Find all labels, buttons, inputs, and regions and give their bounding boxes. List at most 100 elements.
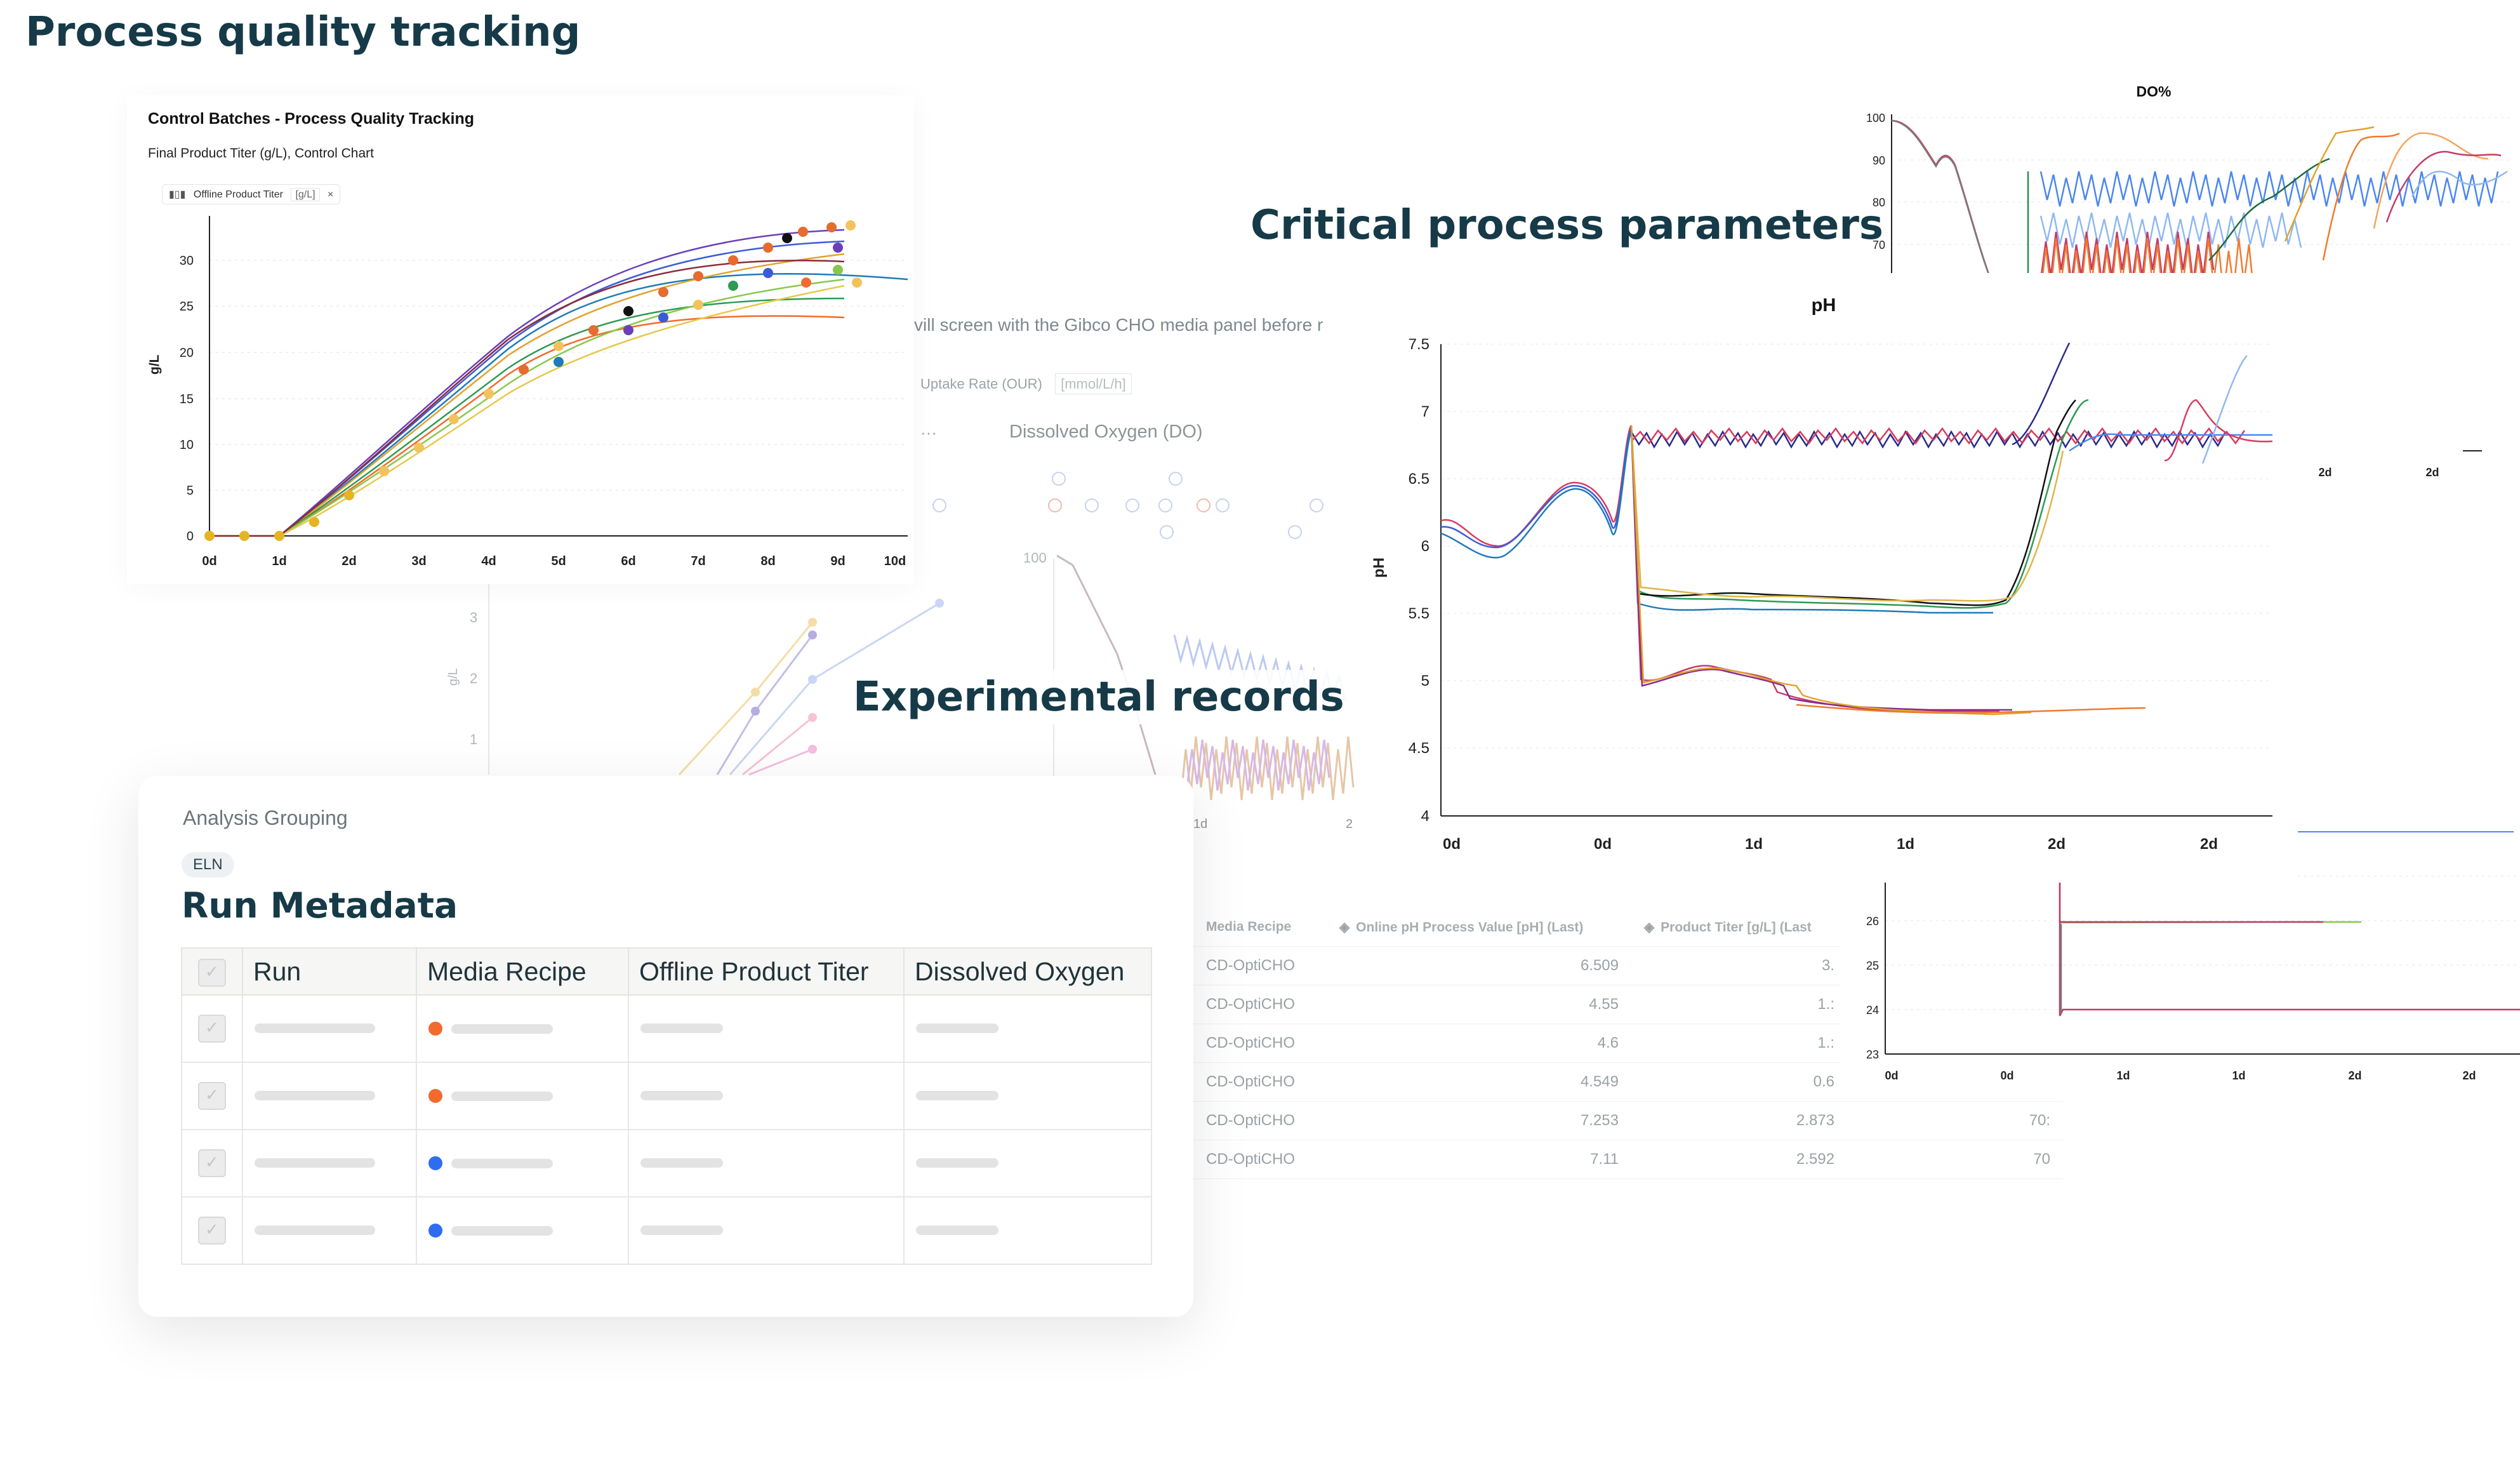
temp-xtick: 0d	[2000, 1069, 2013, 1082]
do-ytick: 70	[1873, 239, 1885, 251]
table-row[interactable]: CD-OptiCHO 7.11 2.592 70	[1193, 1140, 2063, 1179]
xtick: 0d	[202, 554, 216, 568]
do-xtick: 2	[1346, 817, 1353, 831]
column-header-dissolved-oxygen[interactable]: Dissolved Oxygen	[903, 947, 1152, 996]
do-ytick: 90	[1873, 154, 1885, 167]
ph-ytick: 4	[1421, 808, 1429, 825]
temp-xtick: 2d	[2348, 1069, 2361, 1082]
column-header-media[interactable]: Media Recipe	[1193, 908, 1327, 947]
run-metadata-title: Run Metadata	[182, 885, 458, 926]
temp-xtick: 0d	[1885, 1069, 1898, 1082]
row-checkbox[interactable]	[198, 1082, 226, 1110]
layers-icon: ◈	[1644, 919, 1655, 935]
background-panel: vill screen with the Gibco CHO media pan…	[914, 235, 1358, 844]
metric-tag[interactable]: ▮▯▮ Offline Product Titer [g/L] ×	[162, 184, 341, 204]
ph-ytick: 7	[1421, 403, 1429, 420]
do-xtick: 1d	[1193, 817, 1207, 831]
ph-xtick: 0d	[1594, 836, 1612, 853]
ph-ytick: 7.5	[1409, 336, 1429, 353]
eln-badge: ELN	[182, 852, 234, 878]
xtick: 5d	[551, 554, 566, 568]
ytick: 0	[187, 530, 194, 544]
column-header-run[interactable]: Run	[242, 947, 417, 996]
ytick: 30	[180, 254, 194, 268]
ytick: 25	[180, 300, 194, 314]
row-checkbox[interactable]	[198, 1149, 226, 1177]
ytick: 10	[180, 438, 194, 452]
ph-ytick: 6	[1421, 538, 1429, 555]
temp-ytick: 23	[1866, 1048, 1879, 1061]
xtick: 8d	[760, 554, 775, 568]
xtick: 9d	[830, 554, 845, 568]
column-header-titer[interactable]: ◈ Product Titer [g/L] (Last	[1631, 908, 1847, 947]
xtick: 3d	[411, 554, 426, 568]
bar-chart-icon: ▮▯▮	[169, 189, 186, 200]
table-row[interactable]	[181, 994, 1152, 1063]
xtick: 10d	[884, 554, 906, 568]
ph-xtick: 2d	[2048, 836, 2066, 853]
x-ticks: 0d 1d 2d 3d 4d 5d 6d 7d 8d 9d 10d	[202, 554, 906, 568]
temp-ytick: 26	[1866, 915, 1879, 928]
analysis-grouping-label: Analysis Grouping	[183, 806, 348, 829]
background-table: Media Recipe ◈ Online pH Process Value [p…	[1193, 908, 2095, 1179]
do-panel-title: Dissolved Oxygen (DO)	[1009, 422, 1203, 442]
experimental-records-heading: Experimental records	[838, 670, 1360, 724]
ph-ylabel: pH	[1370, 557, 1388, 578]
temp-ytick: 25	[1866, 959, 1879, 972]
column-header-offline-titer[interactable]: Offline Product Titer	[628, 947, 905, 996]
titer-points	[204, 220, 862, 541]
ph-chart-title: pH	[1812, 295, 1836, 316]
ph-xtick: 1d	[1745, 836, 1763, 853]
small-ytick: 2	[470, 671, 477, 686]
ph-xtick: 0d	[1443, 836, 1461, 853]
do-ytick: 100	[1866, 112, 1885, 124]
table-row[interactable]	[181, 1129, 1152, 1198]
ph-ytick: 6.5	[1409, 471, 1429, 488]
ph-xtick: 1d	[1897, 836, 1914, 853]
xtick: 6d	[621, 554, 635, 568]
temp-ytick: 24	[1866, 1004, 1879, 1017]
xtick: 7d	[691, 554, 705, 568]
row-checkbox[interactable]	[198, 1217, 226, 1245]
do-xtick: 2d	[2425, 466, 2439, 479]
table-row[interactable]: CD-OptiCHO 7.253 2.873 70:	[1193, 1101, 2063, 1140]
xtick: 4d	[481, 554, 496, 568]
ph-ytick: 4.5	[1409, 740, 1429, 757]
titer-control-chart: 0 5 10 15 20 25 30 g/L 0d 1d 2d 3d 4d 5d…	[147, 216, 908, 568]
ph-chart: pH 4 4.5 5 5.5 6 6.5 7 7.5 pH 0d 0d 1d 1…	[1358, 273, 2298, 883]
do-ytick: 80	[1873, 196, 1885, 209]
xtick: 1d	[272, 554, 286, 568]
status-dot	[428, 1224, 442, 1238]
y-ticks: 0 5 10 15 20 25 30	[180, 254, 194, 544]
layers-icon: ◈	[1339, 919, 1350, 935]
select-all-checkbox[interactable]	[198, 959, 226, 987]
do-ytick: 100	[1023, 550, 1047, 566]
status-dot	[428, 1156, 442, 1170]
ph-ytick: 5	[1421, 672, 1429, 690]
control-chart-subtitle: Final Product Titer (g/L), Control Chart	[148, 146, 374, 161]
run-metadata-table: Run Media Recipe Offline Product Titer D…	[181, 947, 1152, 1265]
uptake-rate-label: Uptake Rate (OUR) [mmol/L/h]	[920, 373, 1132, 394]
process-quality-heading: Process quality tracking	[25, 9, 581, 56]
status-dot	[428, 1089, 442, 1103]
ph-xtick: 2d	[2200, 836, 2218, 853]
temp-xtick: 2d	[2462, 1069, 2476, 1082]
ytick: 15	[180, 392, 194, 406]
do-chart-title: DO%	[2137, 83, 2172, 100]
xtick: 2d	[342, 554, 356, 568]
small-ytick: 1	[470, 731, 477, 747]
table-row[interactable]	[181, 1062, 1152, 1130]
small-ylabel: g/L	[446, 668, 460, 686]
row-checkbox[interactable]	[198, 1015, 226, 1043]
small-ytick: 3	[470, 610, 477, 625]
column-header-ph[interactable]: ◈ Online pH Process Value [pH] (Last)	[1327, 908, 1631, 947]
table-row[interactable]	[181, 1196, 1152, 1265]
temp-xtick: 1d	[2232, 1069, 2245, 1082]
do-xtick: 2d	[2318, 466, 2331, 479]
ytick: 20	[180, 346, 194, 360]
column-header-media-recipe[interactable]: Media Recipe	[416, 947, 629, 996]
titer-series	[209, 229, 908, 537]
remove-tag-icon[interactable]: ×	[328, 189, 334, 200]
status-dot	[428, 1022, 442, 1036]
more-icon[interactable]: ···	[920, 423, 937, 442]
